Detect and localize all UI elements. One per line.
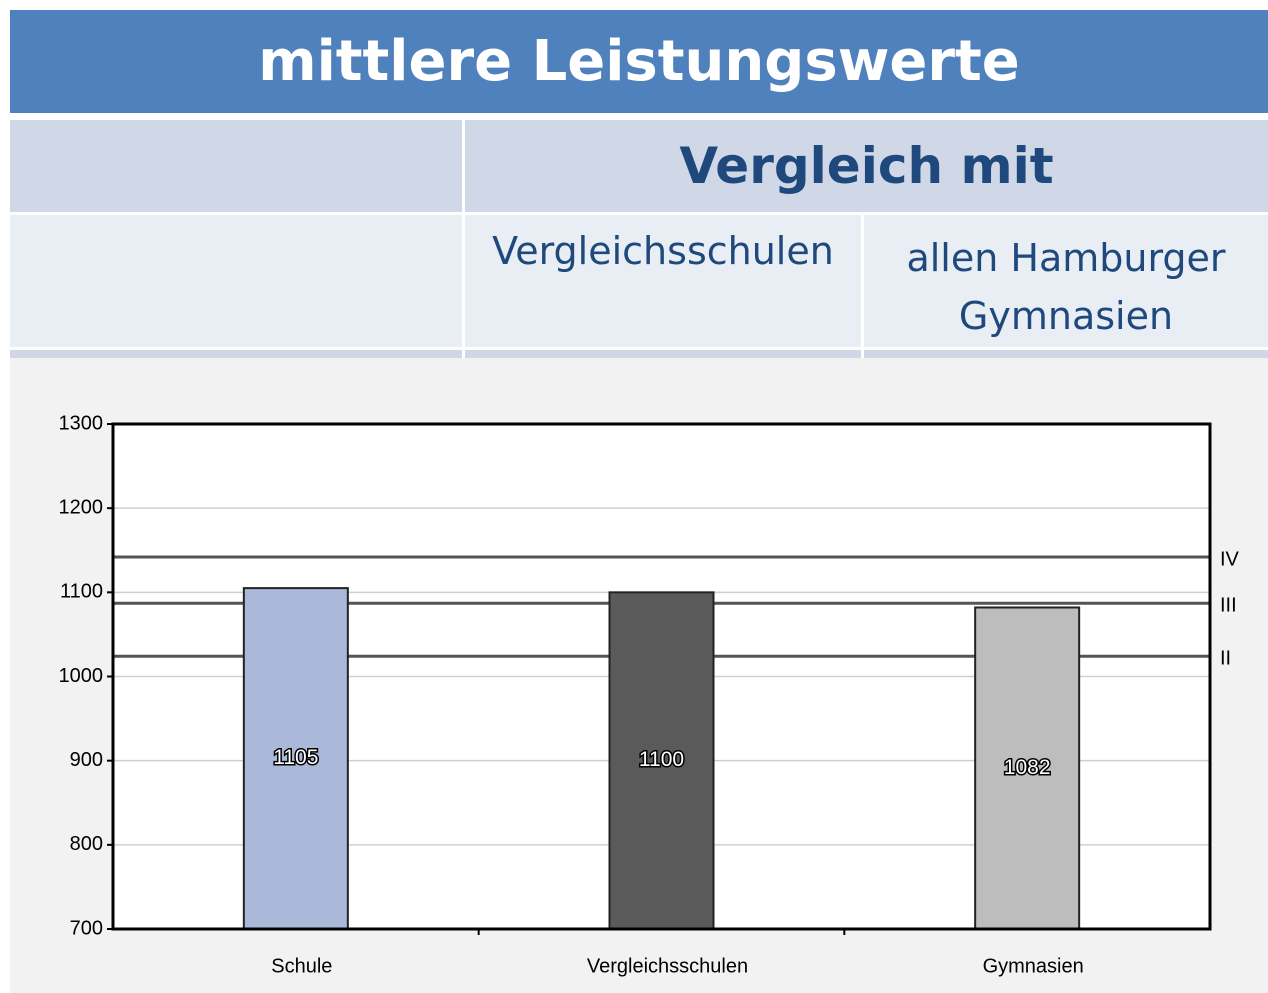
column-header: allen Hamburger Gymnasien [864, 215, 1268, 347]
reference-label: II [1220, 648, 1231, 670]
y-tick-label: 800 [70, 833, 103, 855]
bar [608, 591, 715, 930]
data-label: 1082 [1004, 756, 1051, 779]
y-tick-label: 900 [70, 749, 103, 771]
table-cell [465, 350, 861, 358]
y-tick-label: 1200 [59, 496, 104, 518]
y-tick-label: 700 [70, 917, 103, 939]
table-cell [864, 350, 1268, 358]
x-tick-label: Vergleichsschulen [587, 955, 748, 977]
x-tick-label: Gymnasien [983, 955, 1084, 977]
column-header: Vergleichsschulen [465, 215, 861, 347]
y-tick-label: 1300 [59, 412, 104, 434]
table-cell [10, 120, 462, 212]
group-header: Vergleich mit [465, 120, 1268, 212]
table-cell [10, 215, 462, 347]
table-cell [10, 350, 462, 358]
x-tick-label: Schule [271, 955, 332, 977]
y-tick-label: 1100 [60, 581, 103, 603]
y-tick-label: 1000 [59, 665, 104, 687]
chart: 7008009001000110012001300IVIIIIISchule11… [10, 358, 1268, 993]
reference-label: III [1220, 595, 1237, 617]
reference-label: IV [1220, 548, 1240, 570]
data-label: 1100 [639, 748, 684, 771]
slide-title: mittlere Leistungswerte [10, 10, 1268, 113]
data-label: 1105 [273, 746, 318, 769]
bar [242, 587, 349, 930]
plot-border [111, 422, 1212, 931]
